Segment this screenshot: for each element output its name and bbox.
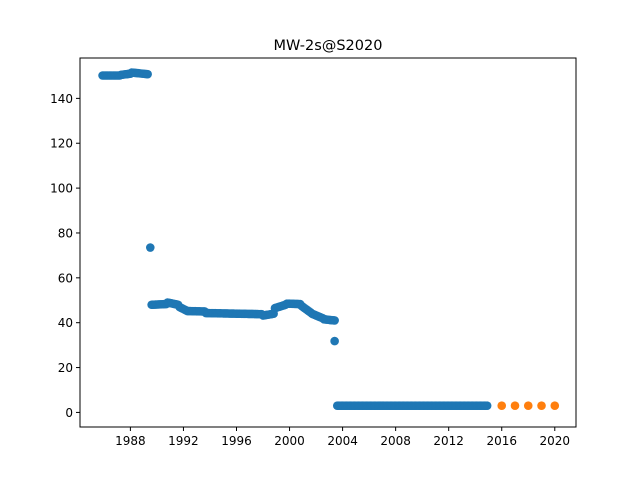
data-point-series-2 (550, 401, 560, 410)
data-point-series-1 (482, 401, 492, 410)
y-tick-label: 80 (58, 226, 73, 240)
y-tick-label: 100 (50, 182, 73, 196)
x-tick-label: 1988 (115, 434, 146, 448)
data-points (98, 68, 560, 410)
data-point-series-2 (523, 401, 533, 410)
data-point-series-2 (497, 401, 507, 410)
data-point-series-1 (330, 336, 339, 346)
y-tick-label: 120 (50, 137, 73, 151)
axes: 1988 1992 1996 2000 2004 2008 2012 2016 2020 0 20 4… (50, 92, 570, 448)
x-tick-label: 2016 (486, 434, 517, 448)
y-tick-label: 140 (50, 92, 73, 106)
y-tick-label: 40 (58, 316, 73, 330)
x-tick-label: 2008 (380, 434, 411, 448)
x-tick-label: 2000 (274, 434, 305, 448)
data-point-series-1 (330, 316, 339, 325)
data-point-series-1 (143, 69, 152, 79)
x-tick-label: 1996 (221, 434, 252, 448)
y-tick-label: 60 (58, 271, 73, 285)
x-tick-label: 2012 (433, 434, 464, 448)
y-tick-label: 0 (65, 406, 73, 420)
y-tick-label: 20 (58, 361, 73, 375)
plot-area-frame (79, 57, 577, 428)
chart-title: MW-2s@S2020 (274, 38, 383, 54)
x-tick-label: 2004 (327, 434, 358, 448)
data-point-series-2 (537, 401, 546, 410)
data-point-series-2 (510, 401, 520, 410)
x-tick-label: 1992 (168, 434, 199, 448)
data-point-series-1 (145, 243, 155, 252)
x-tick-label: 2020 (540, 434, 571, 448)
